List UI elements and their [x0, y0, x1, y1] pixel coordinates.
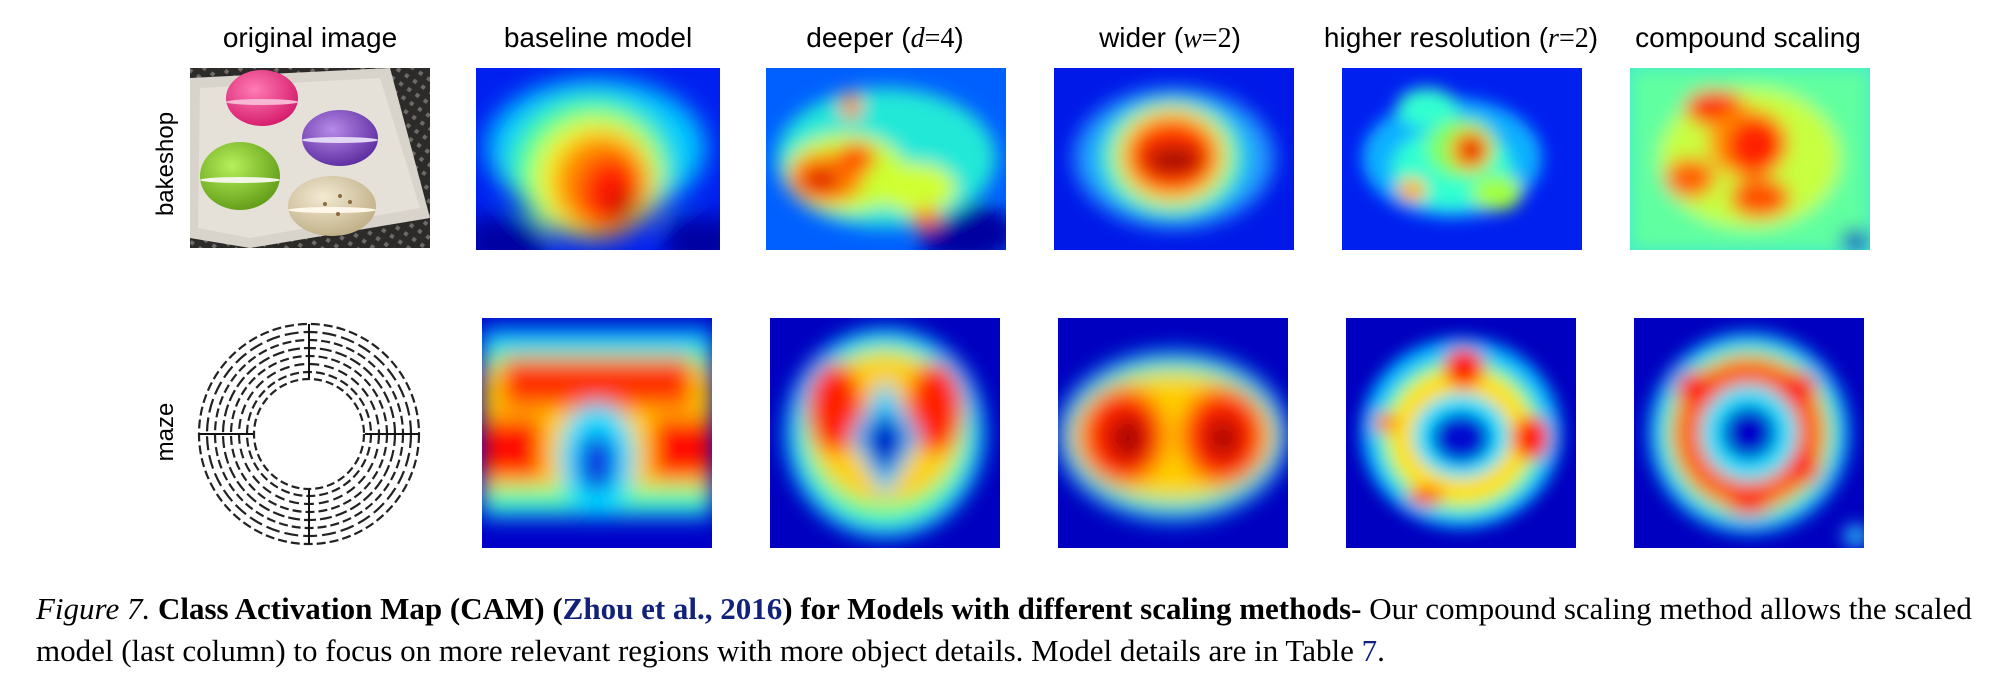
bakeshop-cam-compound-scaling [1630, 68, 1870, 250]
bakeshop-cam-baseline [476, 68, 720, 250]
header-higher-resolution-eq: =2 [1558, 23, 1589, 54]
header-compound-scaling: compound scaling [1618, 22, 1878, 54]
maze-cam-higher-resolution [1346, 318, 1576, 548]
header-wider-eq: =2 [1201, 23, 1232, 54]
header-wider-close: ) [1231, 22, 1241, 53]
caption-title-a: Class Activation Map (CAM) ( [157, 591, 563, 626]
caption-table-ref-link[interactable]: 7 [1361, 633, 1378, 668]
caption-title-b: ) for Models with different scaling meth… [782, 591, 1362, 626]
header-higher-resolution-var: r [1548, 23, 1559, 54]
header-deeper-eq: =4 [924, 23, 955, 54]
maze-cam-compound-scaling [1634, 318, 1864, 548]
header-deeper-text: deeper ( [806, 22, 911, 53]
header-original-image: original image [190, 22, 430, 54]
header-wider: wider (w=2) [1046, 22, 1294, 55]
header-higher-resolution-close: ) [1588, 22, 1599, 53]
header-deeper-var: d [910, 23, 925, 54]
maze-cam-baseline [482, 318, 712, 548]
caption-citation-link[interactable]: Zhou et al., 2016 [562, 591, 783, 626]
header-original-image-text: original image [222, 22, 398, 53]
header-higher-resolution-text: higher resolution ( [1323, 22, 1549, 53]
header-wider-var: w [1183, 23, 1202, 54]
caption-end: . [1377, 633, 1385, 668]
maze-cam-wider [1058, 318, 1288, 548]
row-label-maze: maze [152, 402, 179, 462]
header-higher-resolution: higher resolution (r=2) [1306, 22, 1616, 55]
caption-body: Our compound scaling method allows the s… [36, 591, 1972, 668]
header-baseline-model-text: baseline model [503, 22, 693, 53]
figure-caption: Figure 7. Class Activation Map (CAM) (Zh… [36, 588, 1996, 672]
header-baseline-model: baseline model [476, 22, 720, 54]
caption-figure-label: Figure 7. [36, 591, 151, 626]
header-wider-text: wider ( [1099, 22, 1184, 53]
maze-cam-deeper [770, 318, 1000, 548]
header-deeper: deeper (d=4) [760, 22, 1010, 55]
header-deeper-close: ) [954, 22, 964, 53]
bakeshop-cam-higher-resolution [1342, 68, 1582, 250]
row-label-bakeshop: bakeshop [152, 111, 179, 217]
bakeshop-cam-wider [1054, 68, 1294, 250]
maze-original-image [190, 320, 428, 548]
bakeshop-cam-deeper [766, 68, 1006, 250]
bakeshop-original-image [190, 68, 430, 248]
header-compound-scaling-text: compound scaling [1635, 22, 1861, 53]
